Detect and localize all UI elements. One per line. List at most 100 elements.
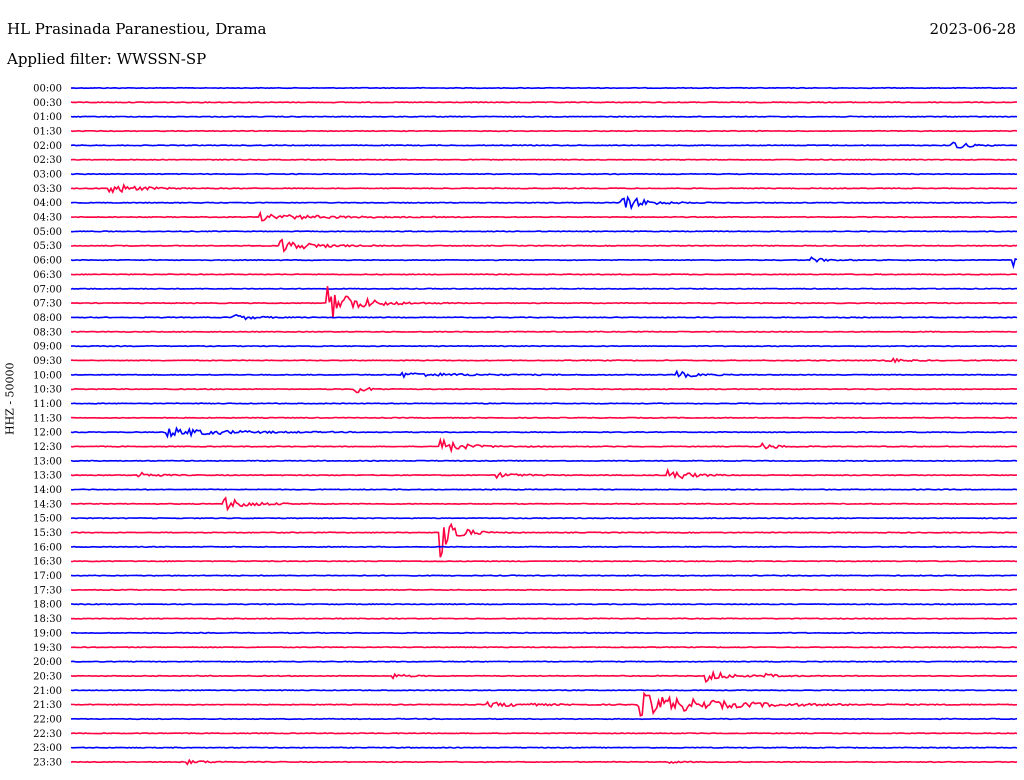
trace-line [70, 689, 1018, 692]
trace-line [71, 314, 1018, 321]
trace-line [70, 183, 1018, 195]
row-time-label: 10:00 [33, 370, 62, 381]
trace-line [70, 386, 1018, 394]
row-time-label: 14:00 [33, 485, 62, 496]
row-time-label: 09:00 [33, 342, 62, 353]
row-time-label: 00:00 [33, 84, 62, 95]
trace-line [70, 426, 1018, 439]
trace-line [71, 230, 1017, 233]
trace-line [70, 195, 1018, 211]
filter-label: Applied filter: WWSSN-SP [7, 50, 207, 68]
trace-line [70, 287, 1018, 290]
date-label: 2023-06-28 [929, 20, 1016, 38]
trace-line [70, 496, 1018, 512]
trace-line [70, 330, 1018, 333]
trace-line [70, 574, 1018, 577]
trace-line [70, 286, 1017, 318]
row-time-label: 02:30 [33, 155, 62, 166]
trace-line [71, 560, 1017, 563]
row-time-label: 04:00 [33, 198, 62, 209]
row-time-label: 03:30 [33, 184, 62, 195]
trace-line [70, 631, 1018, 635]
row-time-label: 12:30 [33, 442, 62, 453]
trace-line [70, 669, 1018, 684]
trace-line [70, 717, 1018, 721]
trace-line [70, 758, 1018, 766]
row-time-label: 13:30 [33, 471, 62, 482]
trace-line [70, 660, 1018, 663]
row-time-label: 16:30 [33, 557, 62, 568]
trace-line [70, 588, 1017, 592]
row-time-label: 03:00 [33, 170, 62, 181]
trace-line [70, 115, 1018, 118]
trace-line [70, 369, 1018, 379]
row-time-label: 01:00 [33, 112, 62, 123]
row-time-label: 04:30 [33, 213, 62, 224]
row-time-label: 00:30 [33, 98, 62, 109]
trace-line [70, 416, 1018, 420]
row-time-label: 20:30 [33, 671, 62, 682]
trace-line [70, 172, 1018, 176]
trace-line [70, 732, 1018, 735]
row-time-label: 15:00 [33, 514, 62, 525]
row-time-label: 13:00 [33, 456, 62, 467]
row-time-label: 02:00 [33, 141, 62, 152]
row-time-label: 11:30 [33, 413, 62, 424]
trace-line [70, 256, 1018, 270]
row-time-label: 08:30 [33, 327, 62, 338]
trace-line [71, 357, 1018, 364]
trace-line [70, 603, 1018, 606]
trace-line [70, 129, 1018, 133]
row-time-label: 06:30 [33, 270, 62, 281]
trace-line [70, 517, 1018, 520]
trace-line [70, 344, 1018, 348]
row-time-label: 19:00 [33, 628, 62, 639]
trace-line [70, 158, 1018, 161]
row-time-label: 14:30 [33, 499, 62, 510]
row-time-label: 18:30 [33, 614, 62, 625]
row-time-label: 17:00 [33, 571, 62, 582]
row-time-label: 20:00 [33, 657, 62, 668]
row-time-label: 07:30 [33, 299, 62, 310]
trace-line [70, 210, 1018, 222]
trace-line [70, 437, 1018, 454]
row-time-label: 07:00 [33, 284, 62, 295]
row-time-label: 05:30 [33, 241, 62, 252]
row-time-label: 16:00 [33, 542, 62, 553]
row-time-label: 15:30 [33, 528, 62, 539]
trace-line [71, 238, 1018, 253]
row-time-label: 19:30 [33, 643, 62, 654]
trace-line [70, 141, 1018, 149]
trace-line [70, 488, 1018, 491]
row-time-label: 08:00 [33, 313, 62, 324]
row-time-label: 10:30 [33, 385, 62, 396]
row-time-label: 12:00 [33, 428, 62, 439]
row-time-label: 22:00 [33, 714, 62, 725]
trace-line [70, 617, 1018, 620]
trace-line [70, 86, 1018, 90]
trace-line [70, 746, 1018, 749]
trace-line [70, 691, 1018, 717]
trace-line [70, 522, 1018, 558]
row-time-label: 01:30 [33, 127, 62, 138]
row-time-label: 21:30 [33, 700, 62, 711]
row-time-label: 06:00 [33, 256, 62, 267]
trace-line [70, 459, 1018, 463]
row-time-label: 21:00 [33, 686, 62, 697]
trace-line [70, 467, 1018, 480]
row-time-label: 11:00 [33, 399, 62, 410]
row-time-label: 22:30 [33, 729, 62, 740]
row-time-label: 09:30 [33, 356, 62, 367]
row-time-label: 23:30 [33, 757, 62, 768]
row-time-label: 18:00 [33, 600, 62, 611]
row-time-label: 05:00 [33, 227, 62, 238]
trace-line [70, 273, 1018, 276]
trace-line [71, 402, 1017, 405]
trace-line [70, 101, 1017, 104]
station-title: HL Prasinada Paranestiou, Drama [7, 20, 267, 38]
trace-line [70, 646, 1017, 649]
trace-line [70, 545, 1018, 549]
row-time-label: 23:00 [33, 743, 62, 754]
row-time-label: 17:30 [33, 585, 62, 596]
